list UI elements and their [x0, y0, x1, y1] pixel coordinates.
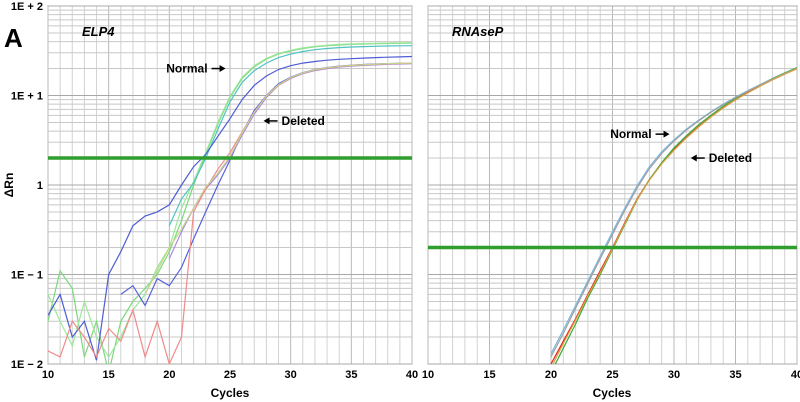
- y-tick-label: 1E − 2: [11, 359, 43, 371]
- x-tick-label: 10: [42, 369, 54, 381]
- annotation-label-2: Deleted: [282, 114, 325, 128]
- annotation-group-elp4: Normal Deleted: [166, 62, 325, 128]
- x-tick-label: 15: [483, 369, 495, 381]
- y-axis-label-elp4: ΔRn: [2, 173, 16, 198]
- x-tick-label: 35: [729, 369, 741, 381]
- annotation-label-1: Normal: [166, 62, 207, 76]
- gridlines-elp4: [47, 5, 413, 365]
- annotation-label-2: Deleted: [709, 151, 752, 165]
- series-line-4: [550, 67, 797, 358]
- series-line-2: [48, 42, 412, 359]
- x-tick-label: 20: [545, 369, 557, 381]
- x-axis-label-elp4: Cycles: [211, 386, 250, 400]
- x-tick-label: 35: [345, 369, 357, 381]
- annotation-arrowhead: [263, 117, 270, 125]
- chart-title-elp4: ELP4: [82, 24, 115, 39]
- x-tick-label: 10: [422, 369, 434, 381]
- panel-label: A: [4, 23, 23, 53]
- series-group-rnasep: [550, 67, 797, 364]
- annotation-arrowhead: [690, 154, 697, 162]
- y-tick-label: 1E + 1: [11, 91, 43, 103]
- x-axis-label-rnasep: Cycles: [593, 386, 632, 400]
- annotation-arrowhead: [219, 65, 226, 73]
- y-tick-label: 1E + 2: [11, 1, 43, 13]
- x-tick-label: 40: [791, 369, 800, 381]
- annotation-arrowhead: [663, 130, 670, 138]
- chart-rnasep: Normal Deleted 10 15 20 25 30 35 40 RNAseP Cycl…: [422, 5, 800, 400]
- series-group-elp4: [48, 42, 412, 364]
- x-tick-label: 40: [406, 369, 418, 381]
- series-line-5: [552, 68, 797, 364]
- y-ticks-elp4: 1E − 2 1E − 1 1 1E + 1 1E + 2: [11, 1, 43, 371]
- annotation-label-1: Normal: [610, 127, 651, 141]
- x-tick-label: 30: [668, 369, 680, 381]
- x-tick-label: 25: [224, 369, 236, 381]
- x-ticks-rnasep: 10 15 20 25 30 35 40: [422, 369, 800, 381]
- x-tick-label: 15: [103, 369, 115, 381]
- y-tick-label: 1: [37, 180, 43, 192]
- chart-title-rnasep: RNAseP: [452, 24, 504, 39]
- x-tick-label: 30: [285, 369, 297, 381]
- annotation-group-rnasep: Normal Deleted: [610, 127, 752, 165]
- x-ticks-elp4: 10 15 20 25 30 35 40: [42, 369, 418, 381]
- y-tick-label: 1E − 1: [11, 270, 43, 282]
- x-tick-label: 20: [163, 369, 175, 381]
- series-line-4: [48, 55, 412, 361]
- x-tick-label: 25: [606, 369, 618, 381]
- series-line-8: [144, 62, 412, 295]
